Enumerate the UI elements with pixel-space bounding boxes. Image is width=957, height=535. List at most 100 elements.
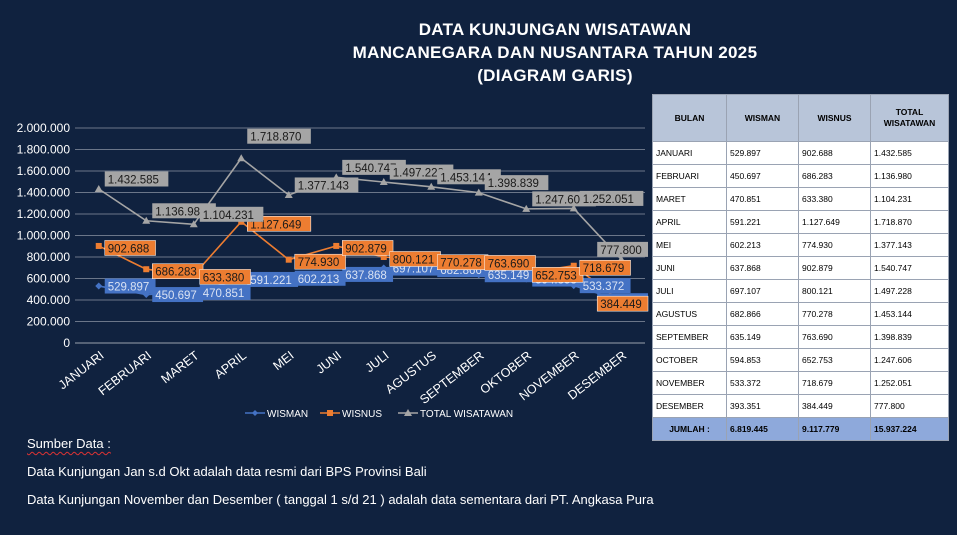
y-tick-label: 1.000.000 <box>17 229 71 243</box>
data-label: 470.851 <box>203 288 245 300</box>
data-label: 1.247.606 <box>535 194 586 206</box>
table-row: JANUARI 529.897 902.688 1.432.585 <box>652 141 949 165</box>
x-tick-label: JUNI <box>314 348 345 376</box>
data-label: 1.497.228 <box>393 168 444 180</box>
data-label: 591.221 <box>250 275 292 287</box>
data-label: 652.753 <box>535 270 577 282</box>
table-cell: APRIL <box>652 210 727 234</box>
y-tick-label: 1.200.000 <box>17 207 71 221</box>
table-cell: JULI <box>652 279 727 303</box>
x-tick-label: FEBRUARI <box>96 348 154 398</box>
table-cell: JANUARI <box>652 141 727 165</box>
data-label: 902.688 <box>108 243 150 255</box>
data-point <box>379 178 388 186</box>
table-row: APRIL 591.221 1.127.649 1.718.870 <box>652 210 949 234</box>
table-header-row: BULAN WISMAN WISNUS TOTAL WISATAWAN <box>652 94 949 142</box>
table-cell: 1.718.870 <box>870 210 949 234</box>
table-cell: 450.697 <box>726 164 799 188</box>
table-cell: 602.213 <box>726 233 799 257</box>
data-label-box <box>596 295 649 312</box>
y-tick-label: 0 <box>63 336 70 350</box>
data-label: 800.121 <box>393 254 435 266</box>
data-label: 384.449 <box>600 299 642 311</box>
data-label-box <box>342 266 394 282</box>
data-label-box <box>104 278 156 294</box>
table-cell: 1.247.606 <box>870 348 949 372</box>
table-cell: 686.283 <box>798 164 871 188</box>
data-point <box>143 266 150 273</box>
source-line-2: Data Kunjungan November dan Desember ( t… <box>27 492 654 507</box>
data-label: 1.127.649 <box>250 219 301 231</box>
data-label-box <box>597 241 648 257</box>
table-cell: 1.497.228 <box>870 279 949 303</box>
legend-marker <box>327 410 333 416</box>
table-cell: 1.540.747 <box>870 256 949 280</box>
table-cell: 384.449 <box>798 394 871 418</box>
table-header-cell: BULAN <box>652 94 727 142</box>
table-row: DESEMBER 393.351 384.449 777.800 <box>652 394 949 418</box>
table-cell: 633.380 <box>798 187 871 211</box>
total-cell: 15.937.224 <box>870 417 949 441</box>
table-row: MARET 470.851 633.380 1.104.231 <box>652 187 949 211</box>
y-tick-label: 800.000 <box>27 250 71 264</box>
data-point <box>427 182 436 190</box>
data-label-box <box>199 284 251 300</box>
data-label-box <box>199 269 251 285</box>
series-line-2 <box>98 157 622 260</box>
table-row: FEBRUARI 450.697 686.283 1.136.980 <box>652 164 949 188</box>
data-label-box <box>199 206 264 222</box>
data-label: 1.540.747 <box>345 163 396 175</box>
data-label-box <box>247 271 299 287</box>
data-point <box>142 216 151 224</box>
y-tick-label: 200.000 <box>27 315 71 329</box>
data-label: 529.897 <box>108 282 150 294</box>
table-cell: 1.377.143 <box>870 233 949 257</box>
table-row: OCTOBER 594.853 652.753 1.247.606 <box>652 348 949 372</box>
table-cell: 1.136.980 <box>870 164 949 188</box>
y-tick-label: 400.000 <box>27 293 71 307</box>
table-cell: NOVEMBER <box>652 371 727 395</box>
data-label: 533.372 <box>583 281 625 293</box>
y-tick-label: 1.800.000 <box>17 143 71 157</box>
legend-marker <box>404 409 412 416</box>
data-point <box>237 154 246 162</box>
data-label: 1.718.870 <box>250 132 301 144</box>
data-label-box <box>104 171 169 187</box>
data-label: 770.278 <box>440 258 482 270</box>
data-label: 777.800 <box>600 245 642 257</box>
table-total-row: JUMLAH :6.819.445 9.117.779 15.937.224 <box>652 417 949 441</box>
data-label: 637.868 <box>345 270 387 282</box>
table-cell: 470.851 <box>726 187 799 211</box>
table-cell: 1.104.231 <box>870 187 949 211</box>
data-point <box>570 262 577 269</box>
data-label: 774.930 <box>298 257 340 269</box>
table-cell: 637.868 <box>726 256 799 280</box>
table-cell: 774.930 <box>798 233 871 257</box>
data-label: 1.104.231 <box>203 210 254 222</box>
table-cell: 763.690 <box>798 325 871 349</box>
data-point <box>285 256 292 263</box>
legend-label: WISMAN <box>267 409 308 420</box>
data-label: 450.697 <box>155 290 197 302</box>
table-cell: 533.372 <box>726 371 799 395</box>
title-line-1: DATA KUNJUNGAN WISATAWAN <box>418 20 692 39</box>
table-cell: 1.453.144 <box>870 302 949 326</box>
data-label: 763.690 <box>488 258 530 270</box>
data-label-box <box>152 287 204 303</box>
x-tick-label: MEI <box>270 348 296 373</box>
table-row: JUNI 637.868 902.879 1.540.747 <box>652 256 949 280</box>
data-point <box>284 190 293 198</box>
legend-label: TOTAL WISATAWAN <box>420 409 513 420</box>
total-label: JUMLAH : <box>652 417 727 441</box>
data-point <box>189 220 198 228</box>
x-tick-label: JULI <box>363 348 392 375</box>
data-point <box>522 204 531 212</box>
x-tick-label: APRIL <box>212 348 249 381</box>
data-label: 718.679 <box>583 263 625 275</box>
table-header-cell: WISNUS <box>798 94 871 142</box>
source-line-1: Data Kunjungan Jan s.d Okt adalah data r… <box>27 464 427 479</box>
table-cell: MARET <box>652 187 727 211</box>
data-label: 686.283 <box>155 267 197 279</box>
data-label-box <box>294 270 346 286</box>
data-label-box <box>579 259 631 276</box>
